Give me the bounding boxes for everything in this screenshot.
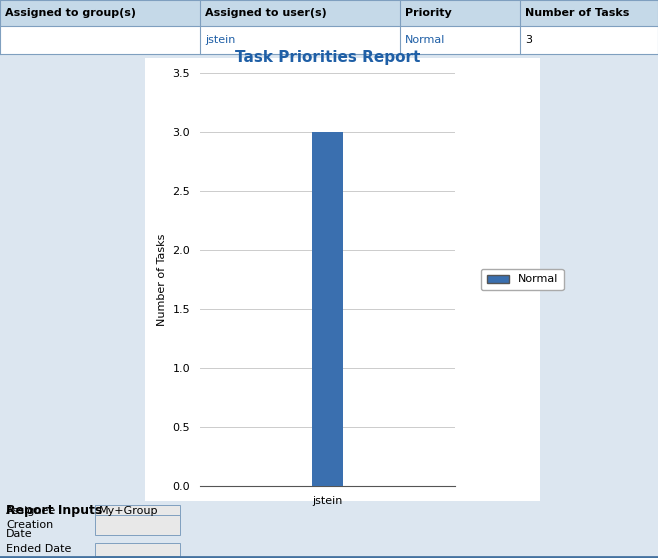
Y-axis label: Number of Tasks: Number of Tasks xyxy=(157,233,167,326)
Bar xyxy=(95,504,180,517)
Text: Date: Date xyxy=(6,529,33,539)
Text: Report Inputs: Report Inputs xyxy=(6,504,102,517)
Bar xyxy=(0,0,658,26)
Text: jstein: jstein xyxy=(205,35,236,45)
Text: Task Priorities Report: Task Priorities Report xyxy=(235,50,420,65)
Text: Assignee: Assignee xyxy=(6,506,56,516)
Text: Assigned to user(s): Assigned to user(s) xyxy=(205,8,327,18)
Bar xyxy=(145,58,540,501)
Text: 3: 3 xyxy=(525,35,532,45)
Text: Creation: Creation xyxy=(6,520,53,530)
Bar xyxy=(95,542,180,556)
Text: Assigned to group(s): Assigned to group(s) xyxy=(5,8,136,18)
Text: Priority: Priority xyxy=(405,8,452,18)
Text: My+Group: My+Group xyxy=(99,506,159,516)
Text: Ended Date: Ended Date xyxy=(6,544,71,554)
Bar xyxy=(0,26,658,54)
Text: Normal: Normal xyxy=(405,35,445,45)
Text: Number of Tasks: Number of Tasks xyxy=(525,8,629,18)
Bar xyxy=(312,132,343,486)
Bar xyxy=(95,515,180,535)
Legend: Normal: Normal xyxy=(481,269,563,290)
